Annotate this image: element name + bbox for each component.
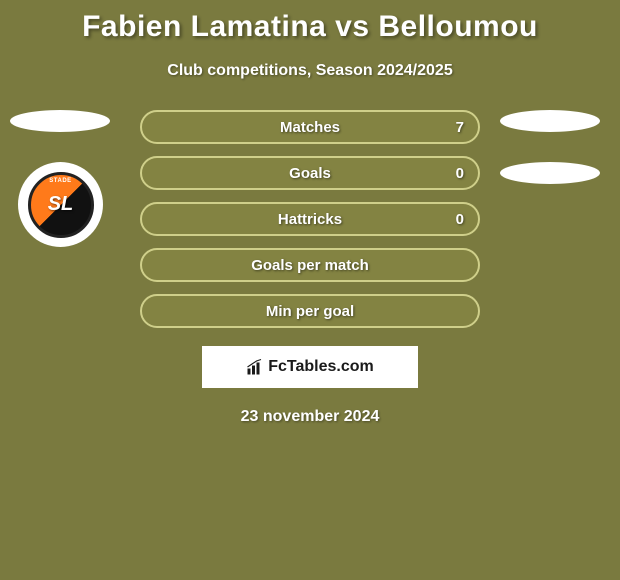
club-badge-inner: STADE SL (28, 172, 94, 238)
page-title: Fabien Lamatina vs Belloumou (0, 0, 620, 44)
brand-box: FcTables.com (202, 346, 418, 388)
stat-label: Goals per match (251, 257, 369, 274)
stat-bar-matches: Matches 7 (140, 110, 480, 144)
brand-label: FcTables.com (268, 358, 374, 376)
player1-photo-placeholder (10, 110, 110, 132)
player1-club-badge: STADE SL (18, 162, 103, 247)
stat-value: 0 (456, 211, 464, 228)
bar-chart-icon (246, 358, 264, 376)
stat-bar-goals: Goals 0 (140, 156, 480, 190)
player2-photo-placeholder (500, 110, 600, 132)
comparison-content: STADE SL Matches 7 Goals 0 Hattricks 0 G… (0, 110, 620, 426)
stat-label: Matches (280, 119, 340, 136)
brand-text: FcTables.com (246, 358, 374, 376)
stat-bar-goals-per-match: Goals per match (140, 248, 480, 282)
player2-club-placeholder (500, 162, 600, 184)
date-text: 23 november 2024 (0, 408, 620, 426)
stat-value: 0 (456, 165, 464, 182)
stat-bar-hattricks: Hattricks 0 (140, 202, 480, 236)
club-badge-main-text: SL (48, 193, 74, 216)
stat-bar-min-per-goal: Min per goal (140, 294, 480, 328)
subtitle: Club competitions, Season 2024/2025 (0, 62, 620, 80)
stat-label: Min per goal (266, 303, 354, 320)
stat-value: 7 (456, 119, 464, 136)
stat-label: Hattricks (278, 211, 342, 228)
club-badge-top-text: STADE (49, 178, 71, 184)
stat-label: Goals (289, 165, 331, 182)
